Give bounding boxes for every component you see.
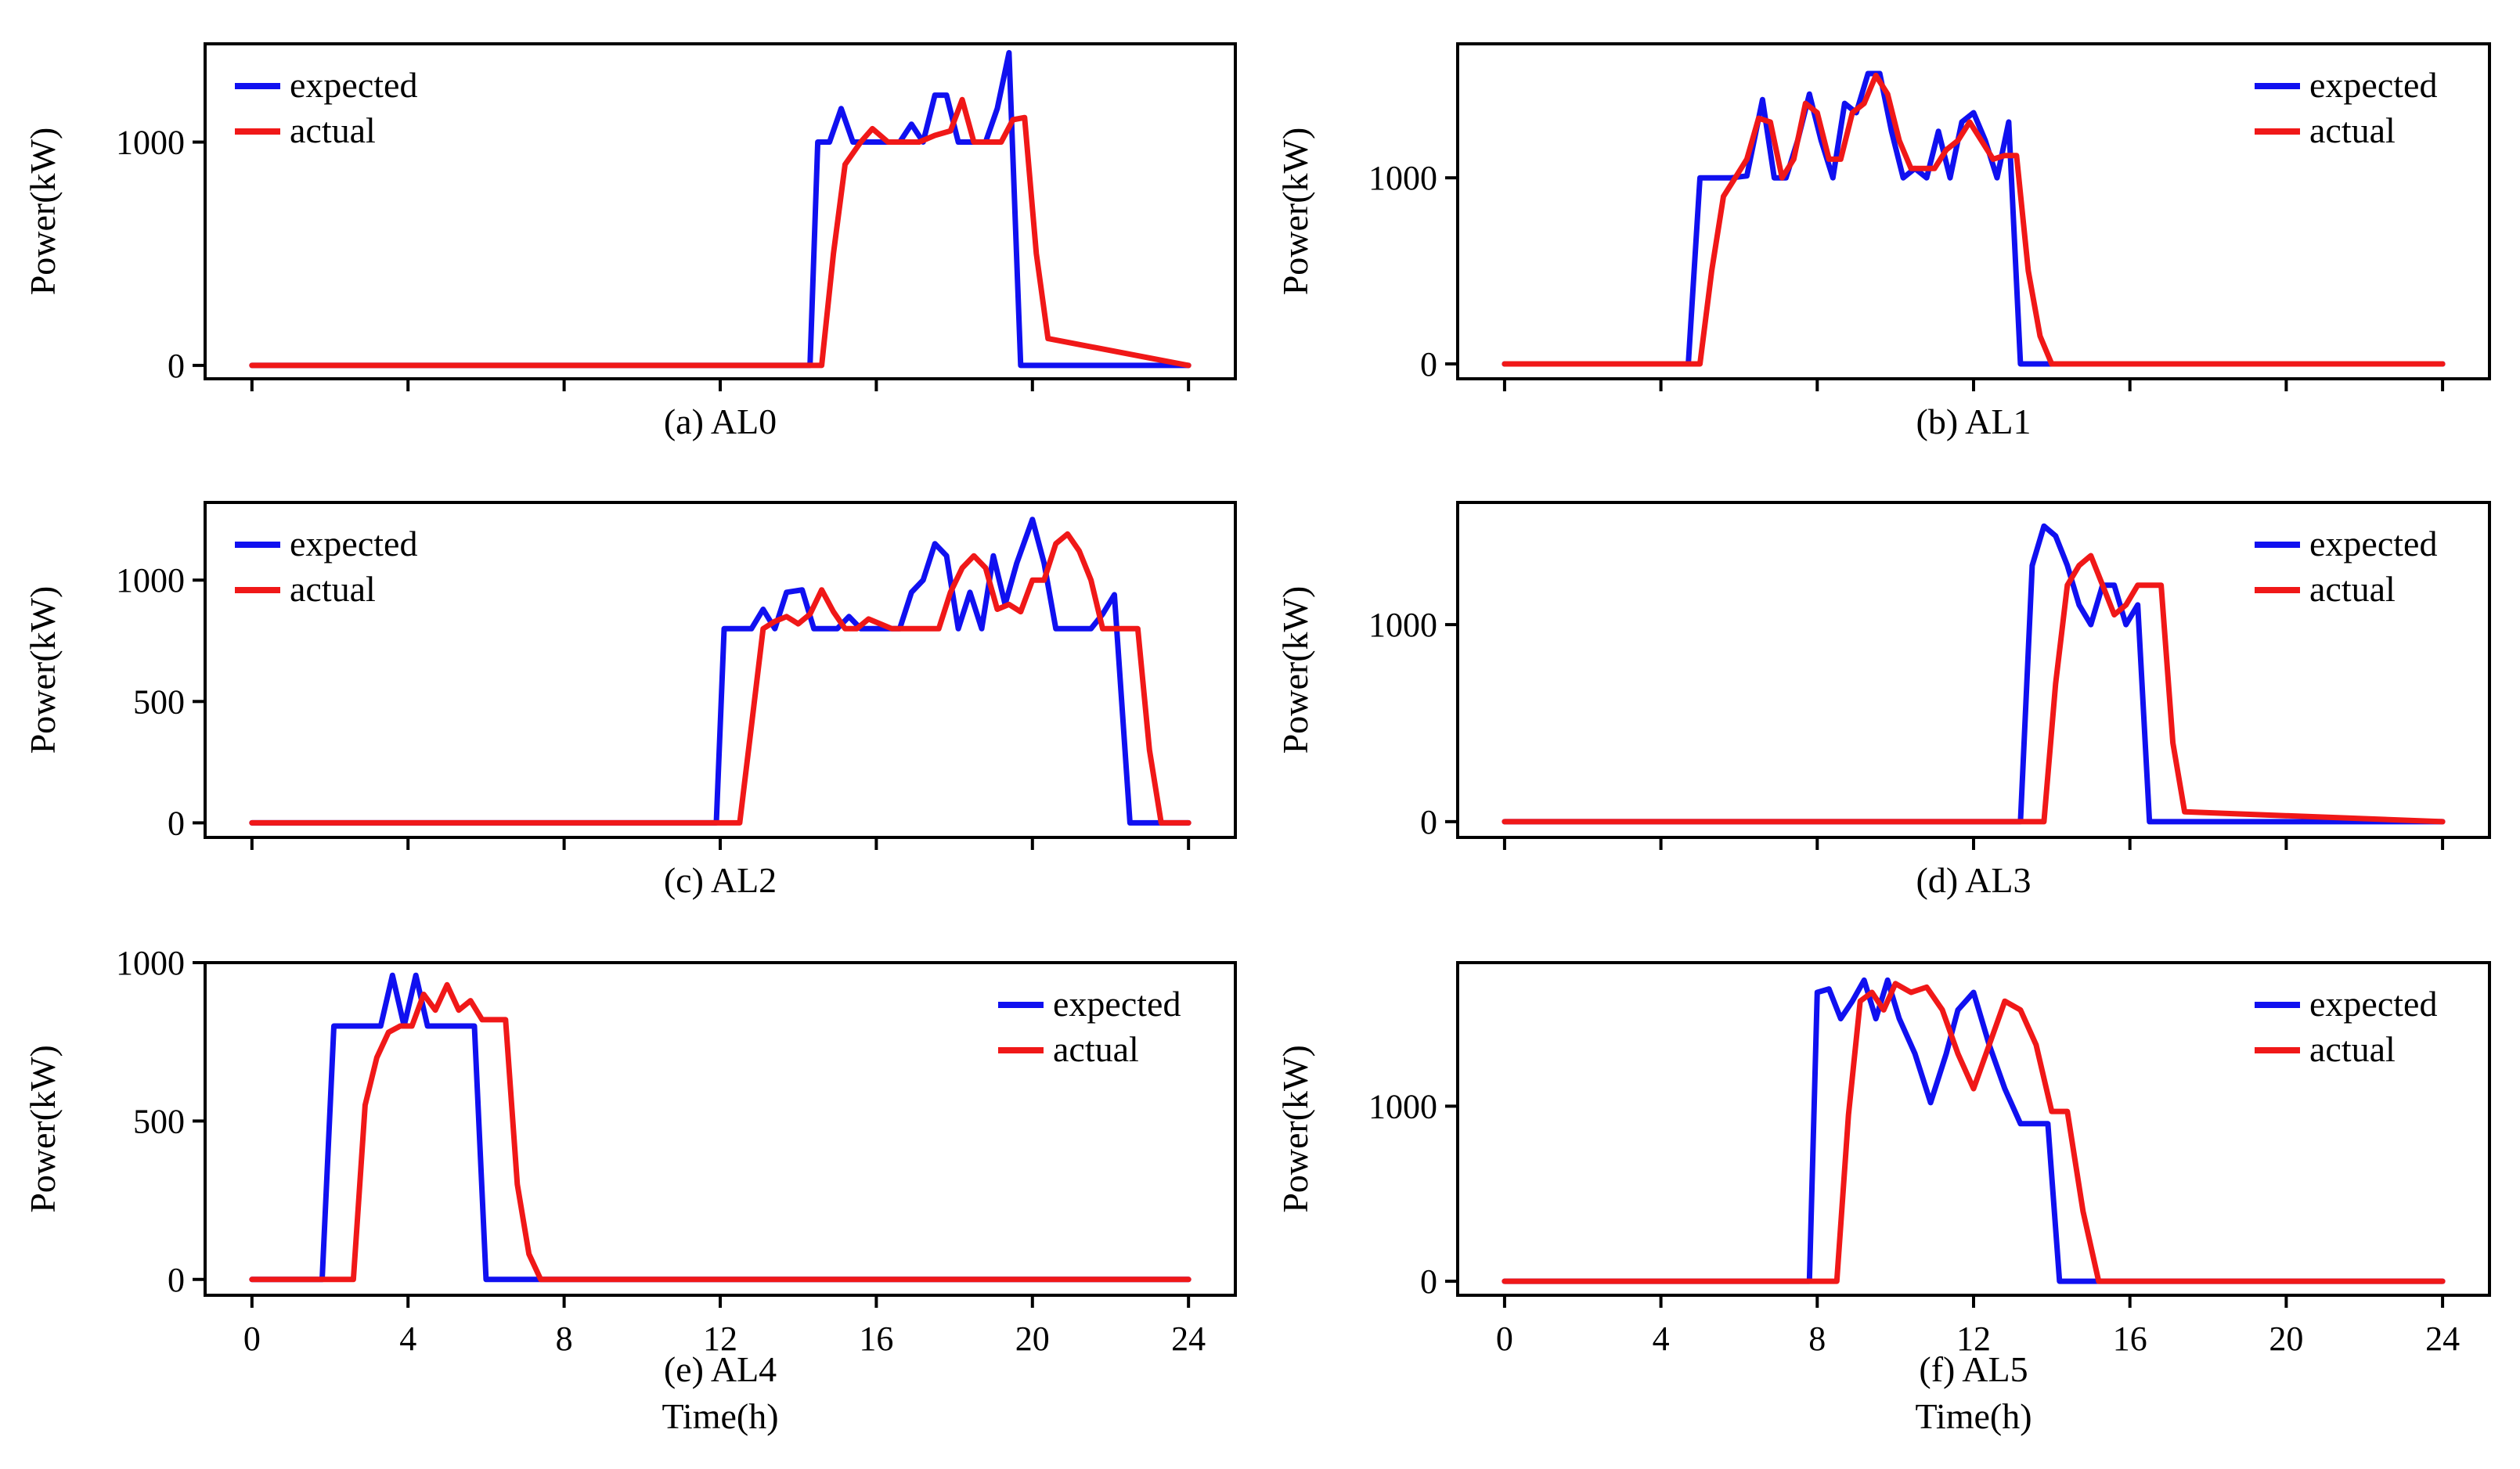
legend: expected actual <box>998 984 1181 1069</box>
panel-caption: (a) AL0 <box>664 401 777 441</box>
x-tick-label: 20 <box>1015 1320 1050 1358</box>
legend-label-actual: actual <box>290 110 376 150</box>
y-tick-label: 0 <box>168 804 185 842</box>
y-tick-label: 0 <box>1420 803 1437 841</box>
x-tick-label: 4 <box>399 1320 416 1358</box>
legend: expected actual <box>2255 984 2437 1069</box>
legend: expected actual <box>235 524 417 609</box>
panel-al1: 0 1000 Power(kW) (b) AL1 expected actual <box>1275 42 2491 441</box>
y-tick-label: 500 <box>133 1102 185 1140</box>
y-tick-label: 0 <box>168 347 185 385</box>
panel-caption: (d) AL3 <box>1916 860 2032 900</box>
legend-label-expected: expected <box>290 65 417 105</box>
y-tick-label: 0 <box>1420 345 1437 383</box>
y-tick-label: 0 <box>1420 1262 1437 1301</box>
series-line-actual-al2 <box>249 531 1192 826</box>
y-tick-label: 1000 <box>1368 606 1437 644</box>
series-line-actual-al5 <box>1502 981 2446 1284</box>
y-axis-title: Power(kW) <box>23 128 63 296</box>
y-tick-label: 1000 <box>116 944 185 982</box>
x-tick-label: 8 <box>556 1320 573 1358</box>
x-tick-label: 24 <box>1171 1320 1206 1358</box>
x-tick-label: 12 <box>703 1320 737 1358</box>
legend-label-actual: actual <box>1053 1029 1139 1069</box>
x-tick-label: 8 <box>1808 1320 1826 1358</box>
legend-label-actual: actual <box>290 569 376 609</box>
x-tick-label: 16 <box>859 1320 893 1358</box>
series-line-expected-al0 <box>249 49 1192 369</box>
panel-caption: (c) AL2 <box>664 860 777 900</box>
series-line-actual-al4 <box>249 981 1192 1283</box>
y-tick-label: 500 <box>133 682 185 721</box>
x-axis-title: Time(h) <box>1915 1396 2032 1436</box>
legend-label-actual: actual <box>2309 569 2396 609</box>
legend: expected actual <box>2255 524 2437 609</box>
x-axis-title: Time(h) <box>662 1396 778 1436</box>
x-tick-label: 20 <box>2269 1320 2303 1358</box>
series-line-actual-al3 <box>1502 553 2446 825</box>
panel-caption: (e) AL4 <box>664 1349 777 1389</box>
x-tick-label: 16 <box>2113 1320 2147 1358</box>
y-axis-title: Power(kW) <box>23 1045 63 1213</box>
x-tick-label: 0 <box>243 1320 261 1358</box>
legend-label-expected: expected <box>2309 984 2437 1024</box>
y-tick-label: 1000 <box>116 124 185 162</box>
panel-al5: 0 4 8 12 16 20 24 0 1000 Power(kW) (f) AL5 Time(h) e… <box>1275 961 2491 1436</box>
legend: expected actual <box>2255 65 2437 150</box>
y-axis-title: Power(kW) <box>23 586 63 754</box>
panel-al3: 0 1000 Power(kW) (d) AL3 expected actual <box>1275 501 2491 900</box>
panel-al4: 0 4 8 12 16 20 24 0 500 1000 Power(kW) (e) AL4 Time(… <box>23 944 1237 1436</box>
y-axis-title: Power(kW) <box>1275 128 1315 296</box>
y-axis-title: Power(kW) <box>1275 1045 1315 1213</box>
y-axis-title: Power(kW) <box>1275 586 1315 754</box>
legend-label-actual: actual <box>2309 1029 2396 1069</box>
panel-caption: (f) AL5 <box>1919 1349 2028 1389</box>
y-tick-label: 1000 <box>1368 159 1437 197</box>
panel-al2: 0 500 1000 Power(kW) (c) AL2 expected actual <box>23 501 1237 900</box>
legend: expected actual <box>235 65 417 150</box>
panel-al0: 0 1000 Power(kW) (a) AL0 expected actual <box>23 42 1237 441</box>
x-tick-label: 12 <box>1956 1320 1991 1358</box>
x-tick-label: 4 <box>1653 1320 1670 1358</box>
legend-label-expected: expected <box>1053 984 1181 1024</box>
legend-label-expected: expected <box>2309 65 2437 105</box>
y-tick-label: 1000 <box>1368 1087 1437 1125</box>
y-tick-label: 1000 <box>116 561 185 599</box>
x-tick-label: 0 <box>1496 1320 1513 1358</box>
series-line-actual-al1 <box>1502 72 2446 367</box>
series-line-actual-al0 <box>249 96 1192 369</box>
y-tick-label: 0 <box>168 1261 185 1299</box>
series-line-expected-al4 <box>249 972 1192 1283</box>
series-line-expected-al1 <box>1502 70 2446 367</box>
series-line-expected-al5 <box>1502 977 2446 1284</box>
legend-label-actual: actual <box>2309 110 2396 150</box>
panel-caption: (b) AL1 <box>1916 401 2032 441</box>
legend-label-expected: expected <box>2309 524 2437 563</box>
legend-label-expected: expected <box>290 524 417 563</box>
x-tick-label: 24 <box>2425 1320 2460 1358</box>
series-line-expected-al3 <box>1502 523 2446 825</box>
